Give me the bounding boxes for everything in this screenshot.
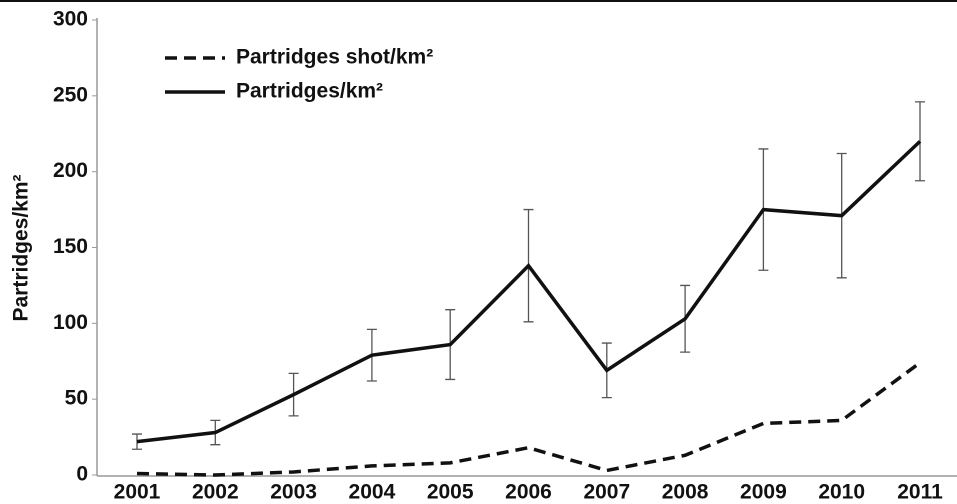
series-line	[136, 361, 922, 477]
y-tick-label: 200	[53, 159, 88, 182]
x-tick-label: 2006	[505, 481, 552, 504]
x-tick-label: 2007	[583, 481, 630, 504]
y-axis-label: Partridges/km²	[10, 174, 33, 321]
series-line	[136, 140, 922, 444]
x-tick-label: 2003	[270, 481, 317, 504]
x-tick-label: 2011	[897, 481, 943, 504]
x-tick-label: 2002	[192, 481, 239, 504]
error-bar	[132, 433, 142, 450]
legend-label: Partridges shot/km²	[236, 46, 433, 69]
y-tick-label: 50	[65, 387, 88, 410]
x-tick-label: 2010	[818, 481, 865, 504]
x-tick-label: 2005	[427, 481, 474, 504]
y-tick-label: 300	[53, 8, 88, 31]
legend-label: Partridges/km²	[236, 80, 383, 103]
y-tick-label: 250	[53, 83, 88, 106]
x-tick-label: 2009	[740, 481, 787, 504]
x-tick-label: 2001	[114, 481, 161, 504]
y-tick-label: 150	[53, 235, 88, 258]
x-tick-label: 2008	[662, 481, 709, 504]
x-tick-label: 2004	[349, 481, 396, 504]
y-tick-label: 100	[53, 311, 88, 334]
y-tick-label: 0	[76, 463, 88, 486]
